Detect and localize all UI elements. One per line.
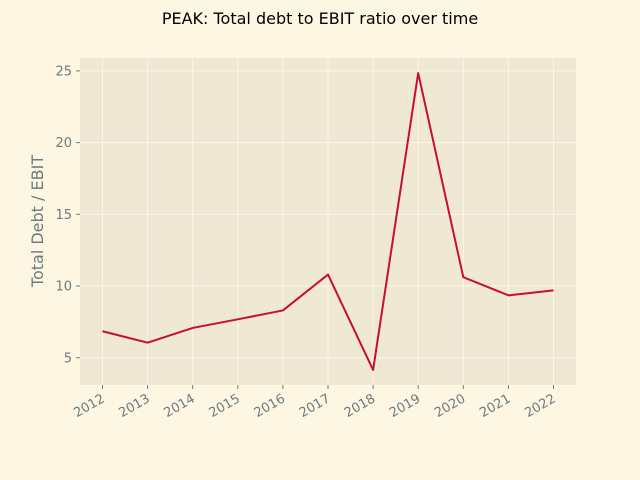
- axes: [76, 70, 554, 389]
- y-tick-label: 15: [55, 208, 72, 223]
- x-tick-label: 2021: [477, 391, 513, 421]
- series-line: [102, 72, 554, 371]
- grid: [80, 58, 576, 385]
- x-tick-label: 2012: [71, 391, 107, 421]
- x-tick-label: 2015: [207, 391, 243, 421]
- x-tick-label: 2022: [522, 391, 558, 421]
- x-tick-label: 2016: [252, 391, 288, 421]
- y-tick-label: 5: [64, 351, 72, 366]
- y-axis-label: Total Debt / EBIT: [28, 155, 47, 288]
- x-tick-label: 2020: [432, 391, 468, 421]
- y-tick-label: 20: [55, 136, 72, 151]
- y-tick-label: 25: [55, 64, 72, 79]
- x-tick-label: 2013: [116, 391, 152, 421]
- x-tick-label: 2019: [387, 391, 423, 421]
- y-tick-label: 10: [55, 280, 72, 295]
- chart-title: PEAK: Total debt to EBIT ratio over time: [162, 9, 478, 28]
- x-tick-label: 2017: [297, 391, 333, 421]
- x-tick-label: 2018: [342, 391, 378, 421]
- x-tick-label: 2014: [162, 391, 198, 421]
